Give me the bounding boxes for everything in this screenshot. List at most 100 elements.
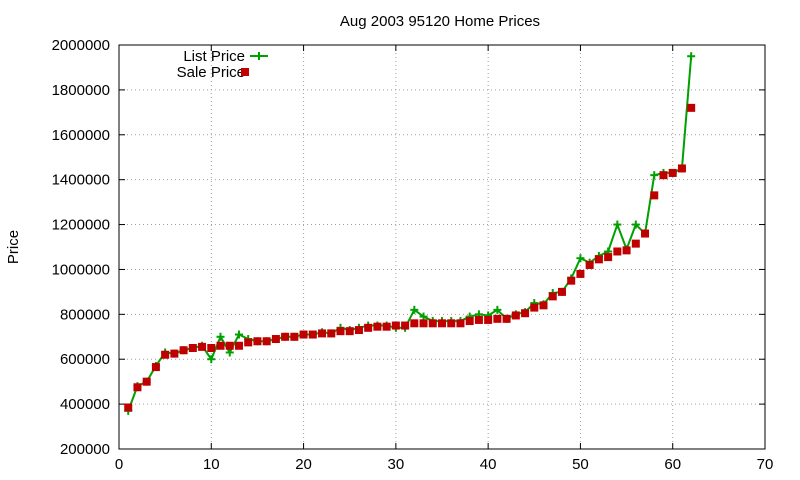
data-point xyxy=(641,229,650,238)
x-tick-label: 20 xyxy=(295,456,312,473)
data-point xyxy=(622,246,631,255)
data-point xyxy=(419,312,428,321)
y-tick-label: 600000 xyxy=(60,351,110,368)
data-point xyxy=(687,103,696,112)
legend-label: Sale Price xyxy=(177,64,245,81)
data-point xyxy=(465,317,474,326)
y-tick-label: 200000 xyxy=(60,441,110,458)
plot-frame xyxy=(118,44,766,450)
data-point xyxy=(474,315,483,324)
x-tick-label: 60 xyxy=(664,456,681,473)
series-line xyxy=(127,56,693,412)
data-point xyxy=(345,327,354,336)
data-point xyxy=(133,383,142,392)
data-point xyxy=(567,276,576,285)
data-point xyxy=(142,377,151,386)
y-tick-label: 1600000 xyxy=(52,127,110,144)
data-point xyxy=(539,301,548,310)
data-point xyxy=(585,260,594,269)
y-axis-label: Price xyxy=(5,230,22,264)
data-point xyxy=(253,337,262,346)
x-tick-label: 40 xyxy=(480,456,497,473)
data-point xyxy=(382,322,391,331)
data-point xyxy=(170,349,179,358)
data-point xyxy=(244,338,253,347)
data-point xyxy=(364,323,373,332)
data-point xyxy=(225,348,234,357)
data-point xyxy=(548,292,557,301)
data-point xyxy=(401,321,410,330)
data-point xyxy=(530,303,539,312)
data-point xyxy=(290,332,299,341)
data-point xyxy=(650,171,659,180)
data-point xyxy=(631,239,640,248)
axis-ticks: 0 10 20 30 40 50 60 70 200000 400000 600000 800000 1… xyxy=(52,37,774,473)
data-point xyxy=(207,355,216,364)
data-point xyxy=(271,335,280,344)
y-tick-label: 1200000 xyxy=(52,217,110,234)
data-point xyxy=(373,322,382,331)
y-tick-label: 1800000 xyxy=(52,82,110,99)
x-tick-label: 50 xyxy=(572,456,589,473)
data-point xyxy=(576,254,585,263)
data-point xyxy=(327,329,336,338)
data-point xyxy=(262,337,271,346)
data-point xyxy=(604,253,613,262)
data-point xyxy=(318,329,327,338)
y-tick-label: 1400000 xyxy=(52,172,110,189)
data-point xyxy=(299,330,308,339)
data-point xyxy=(493,314,502,323)
data-point xyxy=(493,305,502,314)
data-point xyxy=(456,319,465,328)
data-point xyxy=(216,332,225,341)
legend-label: List Price xyxy=(183,48,245,65)
data-point xyxy=(521,309,530,318)
data-point xyxy=(354,326,363,335)
data-point xyxy=(124,403,133,412)
data-point xyxy=(198,342,207,351)
data-point xyxy=(151,363,160,372)
data-point xyxy=(391,321,400,330)
data-point xyxy=(428,319,437,328)
data-point xyxy=(576,269,585,278)
data-point xyxy=(650,191,659,200)
chart-title: Aug 2003 95120 Home Prices xyxy=(340,13,540,30)
data-point xyxy=(677,164,686,173)
data-point xyxy=(234,330,243,339)
series-list-price xyxy=(124,52,696,415)
data-point xyxy=(557,287,566,296)
x-tick-label: 10 xyxy=(203,456,220,473)
data-point xyxy=(410,305,419,314)
y-tick-label: 800000 xyxy=(60,306,110,323)
data-point xyxy=(438,319,446,328)
x-tick-label: 0 xyxy=(115,456,123,473)
data-point xyxy=(484,315,493,324)
series-sale-price xyxy=(124,103,696,412)
data-point xyxy=(225,341,234,350)
series xyxy=(124,52,696,415)
data-point xyxy=(188,344,197,352)
data-point xyxy=(308,330,317,339)
legend-marker xyxy=(241,68,249,76)
data-point xyxy=(281,332,290,341)
data-point xyxy=(594,255,603,264)
y-tick-label: 400000 xyxy=(60,396,110,413)
data-point xyxy=(502,314,511,323)
data-point xyxy=(613,247,622,256)
data-point xyxy=(161,350,170,359)
data-point xyxy=(216,341,225,350)
data-point xyxy=(687,52,696,61)
y-tick-label: 1000000 xyxy=(52,261,110,278)
legend-marker xyxy=(255,52,263,60)
y-tick-label: 2000000 xyxy=(52,37,110,54)
grid xyxy=(119,45,765,449)
data-point xyxy=(511,311,520,320)
data-point xyxy=(631,220,640,229)
x-tick-label: 30 xyxy=(388,456,405,473)
data-point xyxy=(419,319,428,328)
data-point xyxy=(668,168,677,177)
data-point xyxy=(336,327,345,336)
data-point xyxy=(410,319,419,328)
